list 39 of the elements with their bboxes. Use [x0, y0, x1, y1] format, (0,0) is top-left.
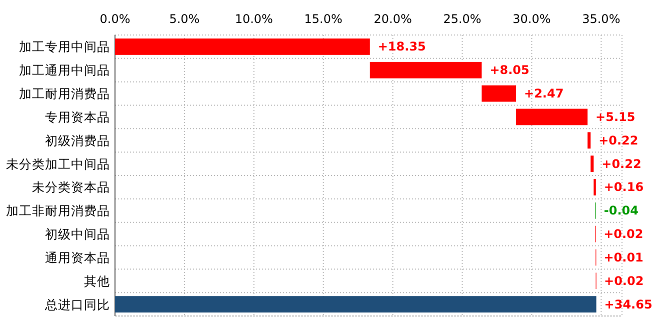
bar	[115, 296, 596, 312]
y-tick-label: 加工非耐用消费品	[6, 203, 110, 218]
data-label: +0.16	[604, 180, 644, 194]
y-tick-label: 初级消费品	[45, 132, 110, 148]
y-tick-label: 未分类资本品	[32, 180, 110, 195]
y-tick-label: 加工耐用消费品	[19, 86, 110, 102]
data-label: +0.22	[602, 156, 642, 171]
x-tick-label: 20.0%	[374, 12, 412, 26]
y-tick-label: 未分类加工中间品	[6, 156, 110, 172]
data-label: +0.22	[598, 133, 638, 148]
bar	[590, 156, 594, 172]
x-tick-label: 5.0%	[169, 12, 200, 26]
x-tick-label: 30.0%	[512, 12, 551, 26]
x-tick-label: 35.0%	[582, 12, 620, 26]
y-tick-label: 其他	[84, 273, 110, 288]
data-label: +5.15	[596, 110, 636, 124]
bar	[482, 85, 516, 102]
x-tick-label: 10.0%	[234, 12, 273, 26]
data-label: +34.65	[604, 297, 652, 312]
bar	[588, 132, 591, 149]
data-label: +8.05	[490, 63, 530, 78]
x-tick-label: 25.0%	[443, 12, 482, 26]
y-tick-label: 专用资本品	[45, 109, 110, 124]
data-label: +0.02	[604, 274, 644, 288]
bar	[370, 62, 482, 78]
y-tick-label: 初级中间品	[45, 226, 110, 242]
x-tick-label: 15.0%	[304, 12, 342, 26]
data-label: +2.47	[524, 86, 564, 101]
x-tick-label: 0.0%	[100, 12, 130, 26]
y-tick-label: 通用资本品	[45, 250, 110, 265]
y-tick-label: 加工通用中间品	[19, 62, 110, 78]
bar	[516, 108, 588, 126]
data-label: -0.04	[604, 204, 638, 218]
y-tick-label: 加工专用中间品	[19, 39, 110, 54]
data-label: +18.35	[378, 40, 426, 54]
y-tick-label: 总进口同比	[44, 296, 110, 312]
data-label: +0.01	[604, 250, 644, 264]
data-label: +0.02	[604, 227, 644, 242]
bar	[115, 38, 370, 55]
